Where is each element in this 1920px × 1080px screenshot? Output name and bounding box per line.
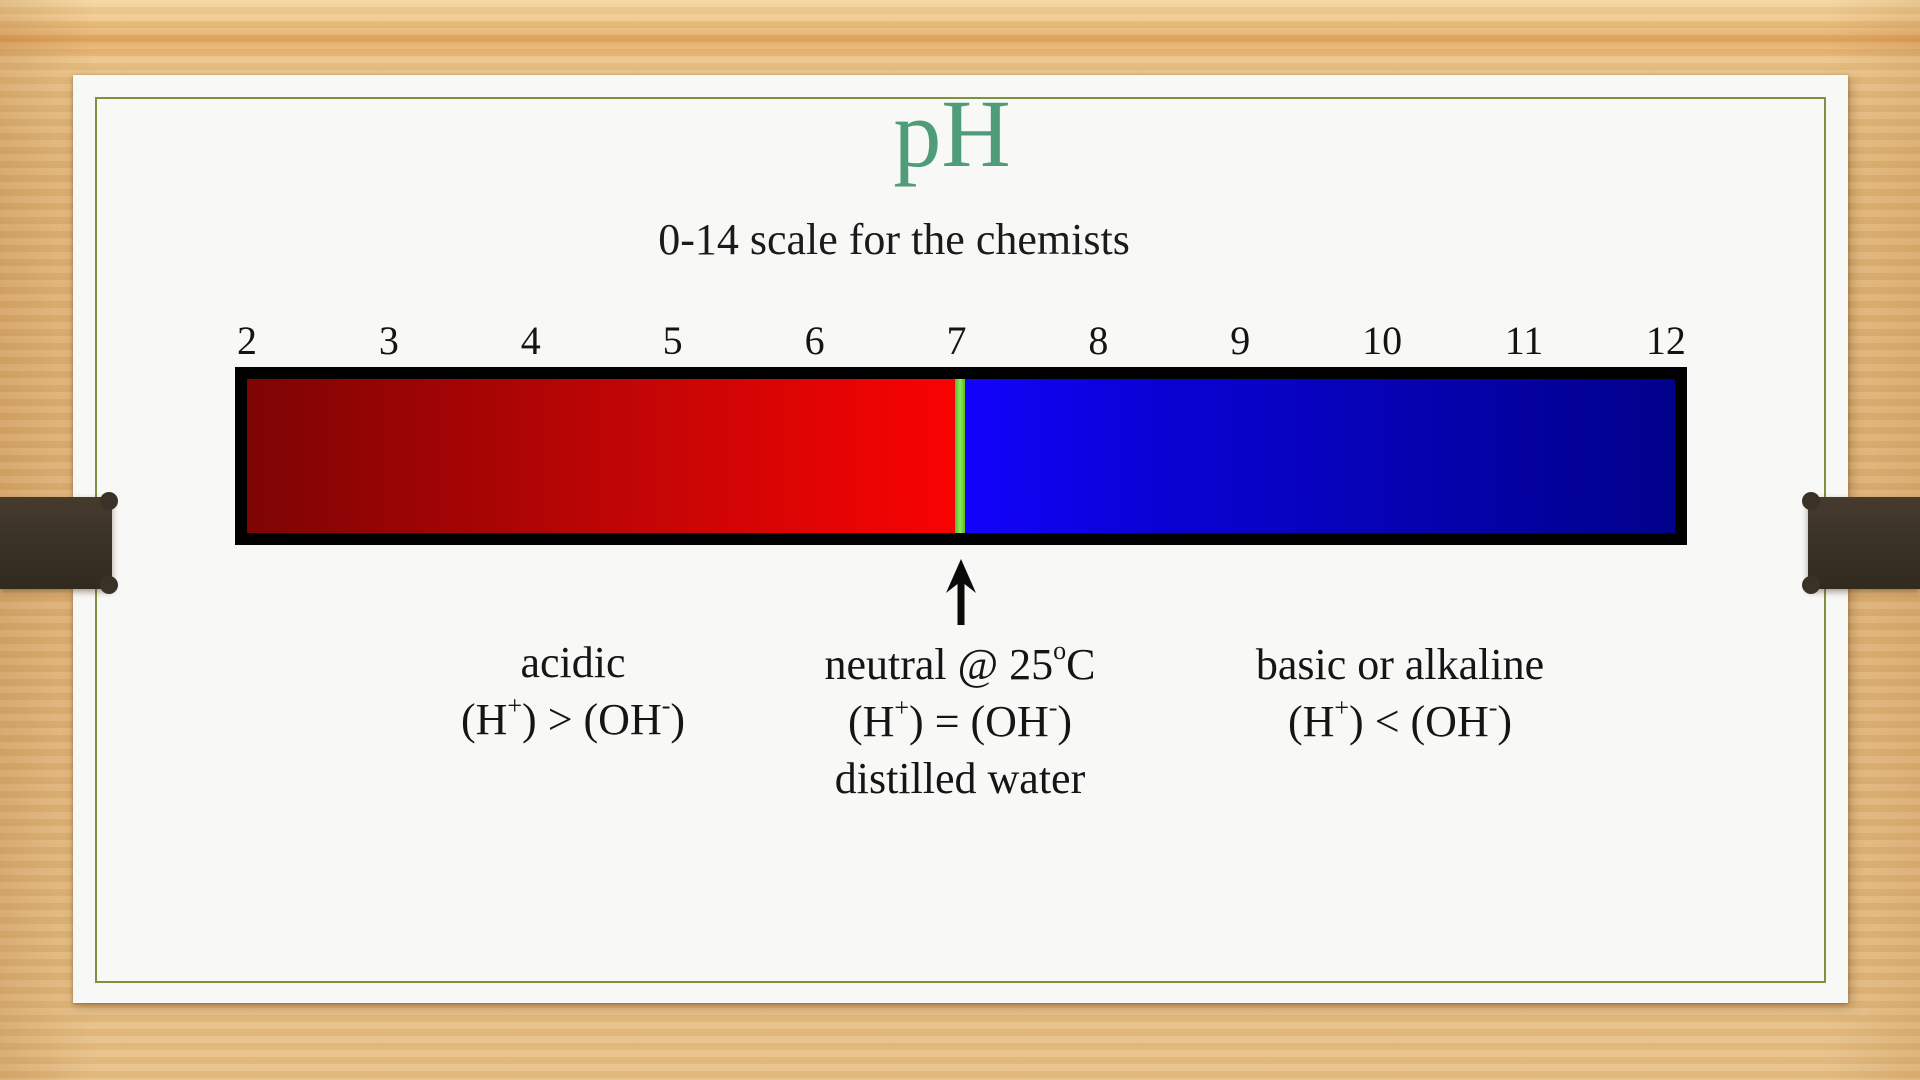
neutral-marker-line bbox=[954, 379, 966, 533]
arrow-up-icon bbox=[946, 559, 976, 625]
left-clip-decoration bbox=[0, 492, 118, 594]
acidic-title: acidic bbox=[520, 638, 626, 687]
scale-tick-label: 4 bbox=[520, 318, 541, 363]
basic-title: basic or alkaline bbox=[1255, 640, 1545, 689]
acidic-formula: (H+) > (OH-) bbox=[460, 691, 686, 744]
neutral-title: neutral @ 25oC bbox=[824, 636, 1096, 689]
slide-title: pH bbox=[893, 80, 1011, 187]
scale-tick-label: 3 bbox=[378, 318, 399, 363]
scale-tick-label: 6 bbox=[804, 318, 825, 363]
scale-tick-label: 11 bbox=[1504, 318, 1544, 363]
neutral-formula: (H+) = (OH-) bbox=[847, 693, 1073, 746]
ph-scale-bar bbox=[235, 367, 1687, 545]
neutral-label: neutral @ 25oC (H+) = (OH-) distilled wa… bbox=[730, 636, 1190, 807]
scale-tick-label: 9 bbox=[1230, 318, 1251, 363]
right-clip-decoration bbox=[1802, 492, 1920, 594]
scale-tick-label: 8 bbox=[1088, 318, 1109, 363]
scale-tick-label: 12 bbox=[1645, 318, 1686, 363]
neutral-note: distilled water bbox=[834, 754, 1086, 803]
scale-tick-label: 7 bbox=[946, 318, 967, 363]
scale-tick-label: 10 bbox=[1362, 318, 1403, 363]
acidic-label: acidic (H+) > (OH-) bbox=[343, 634, 803, 748]
slide-subtitle: 0-14 scale for the chemists bbox=[658, 215, 1130, 264]
basic-formula: (H+) < (OH-) bbox=[1287, 693, 1513, 746]
scale-tick-label: 2 bbox=[237, 318, 257, 363]
basic-label: basic or alkaline (H+) < (OH-) bbox=[1170, 636, 1630, 750]
scale-tick-label: 5 bbox=[662, 318, 683, 363]
scale-tick-row: 2 3 4 5 6 7 8 9 10 11 12 bbox=[225, 318, 1688, 364]
